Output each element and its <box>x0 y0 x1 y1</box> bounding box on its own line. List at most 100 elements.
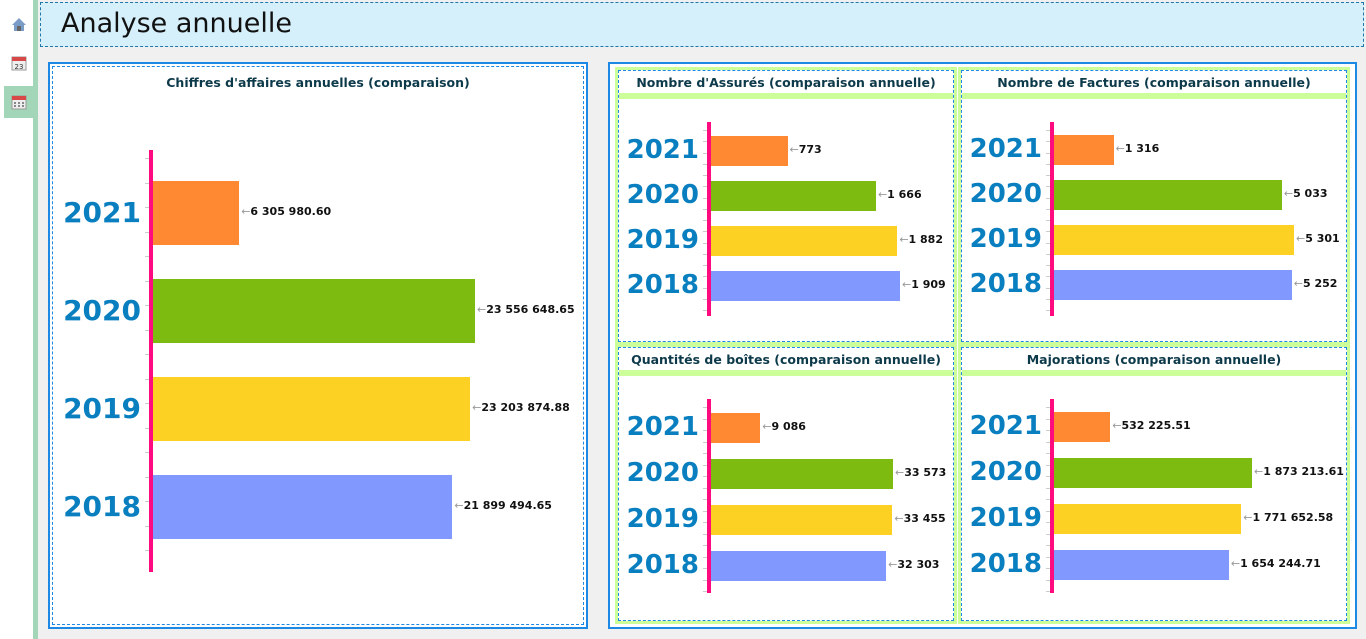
bar-2021 <box>711 413 761 443</box>
surcharges-chart: Majorations (comparaison annuelle) 2021 53… <box>958 344 1350 624</box>
year-label: 2019 <box>969 502 1042 533</box>
bar-2018 <box>711 271 900 301</box>
bar-2020 <box>1054 458 1252 488</box>
axis-tick <box>1046 545 1050 546</box>
axis-tick <box>703 130 707 131</box>
axis-tick <box>145 476 149 478</box>
bar-2019 <box>1054 225 1294 255</box>
axis-tick <box>703 265 707 266</box>
axis-tick <box>1046 130 1050 131</box>
value-label: 1 909 <box>902 278 945 291</box>
axis-tick <box>1046 533 1050 535</box>
year-label: 2019 <box>969 223 1042 254</box>
bar-2021 <box>1054 412 1111 442</box>
axis-tick <box>703 253 707 255</box>
bar-2018 <box>153 475 453 539</box>
year-label: 2020 <box>969 456 1042 487</box>
axis-line <box>707 122 711 316</box>
value-label: 33 455 <box>894 512 946 525</box>
axis-tick <box>703 163 707 165</box>
home-icon[interactable] <box>4 8 33 40</box>
chart-title: Chiffres d'affaires annuelles (comparais… <box>166 75 470 90</box>
value-label: 23 203 874.88 <box>472 401 569 414</box>
axis-line <box>149 150 153 572</box>
value-label: 5 301 <box>1296 232 1339 245</box>
axis-tick <box>1046 453 1050 454</box>
axis-tick <box>1046 141 1050 143</box>
axis-tick <box>703 152 707 154</box>
year-label: 2018 <box>63 489 141 523</box>
calendar-day-icon[interactable]: 23 <box>4 47 33 79</box>
axis-line <box>1050 122 1054 316</box>
year-label: 2020 <box>969 178 1042 209</box>
axis-tick <box>703 487 707 489</box>
axis-tick <box>1046 476 1050 477</box>
axis-tick <box>703 407 707 408</box>
axis-tick <box>145 378 149 380</box>
axis-tick <box>703 579 707 581</box>
axis-tick <box>145 403 149 404</box>
chart-title: Nombre de Factures (comparaison annuelle… <box>997 75 1311 90</box>
axis-tick <box>1046 265 1050 266</box>
revenue-chart: Chiffres d'affaires annuelles (comparais… <box>52 66 584 625</box>
value-label: 21 899 494.65 <box>454 499 552 512</box>
axis-tick <box>145 329 149 331</box>
axis-tick <box>145 525 149 527</box>
axis-tick <box>1046 430 1050 431</box>
axis-tick <box>703 197 707 199</box>
bar-2019 <box>1054 504 1242 534</box>
metrics-panel: Nombre d'Assurés (comparaison annuelle) 2… <box>608 62 1357 629</box>
axis-tick <box>703 545 707 546</box>
axis-line <box>707 399 711 593</box>
value-label: 23 556 648.65 <box>477 303 574 316</box>
year-label: 2021 <box>626 411 699 442</box>
axis-tick <box>145 550 149 551</box>
bar-2020 <box>153 279 475 343</box>
boxes-chart: Quantités de boîtes (comparaison annuell… <box>615 344 957 624</box>
axis-tick <box>703 556 707 558</box>
value-label: 5 252 <box>1294 277 1337 290</box>
year-label: 2021 <box>63 195 141 229</box>
axis-tick <box>1046 220 1050 221</box>
axis-tick <box>1046 197 1050 199</box>
axis-tick <box>1046 556 1050 558</box>
axis-tick <box>703 476 707 477</box>
bar-2020 <box>1054 180 1282 210</box>
axis-tick <box>145 231 149 233</box>
axis-tick <box>703 220 707 221</box>
axis-tick <box>703 418 707 420</box>
value-label: 773 <box>790 143 822 156</box>
axis-tick <box>1046 418 1050 420</box>
calendar-grid-icon[interactable] <box>4 86 33 118</box>
axis-tick <box>703 522 707 523</box>
axis-tick <box>145 280 149 282</box>
axis-tick <box>1046 591 1050 592</box>
axis-tick <box>1046 253 1050 255</box>
axis-tick <box>703 186 707 188</box>
axis-tick <box>703 287 707 289</box>
year-label: 2020 <box>626 457 699 488</box>
value-label: 1 873 213.61 <box>1254 465 1344 478</box>
axis-tick <box>145 354 149 355</box>
chart-title: Nombre d'Assurés (comparaison annuelle) <box>636 75 936 90</box>
axis-tick <box>703 242 707 244</box>
year-label: 2019 <box>626 503 699 534</box>
invoices-chart: Nombre de Factures (comparaison annuelle… <box>958 67 1350 345</box>
year-label: 2021 <box>969 410 1042 441</box>
axis-tick <box>703 510 707 512</box>
bar-2021 <box>1054 135 1114 165</box>
year-label: 2019 <box>626 224 699 255</box>
year-label: 2018 <box>969 548 1042 579</box>
value-label: 33 573 <box>895 466 946 479</box>
axis-tick <box>1046 499 1050 500</box>
axis-tick <box>703 591 707 592</box>
axis-tick <box>703 298 707 300</box>
year-label: 2019 <box>63 391 141 425</box>
value-label: 1 654 244.71 <box>1231 557 1321 570</box>
bar-2019 <box>711 505 893 535</box>
axis-tick <box>1046 287 1050 289</box>
axis-tick <box>1046 407 1050 408</box>
calendar-day-label: 23 <box>14 63 23 71</box>
axis-tick <box>1046 152 1050 154</box>
axis-tick <box>703 208 707 210</box>
